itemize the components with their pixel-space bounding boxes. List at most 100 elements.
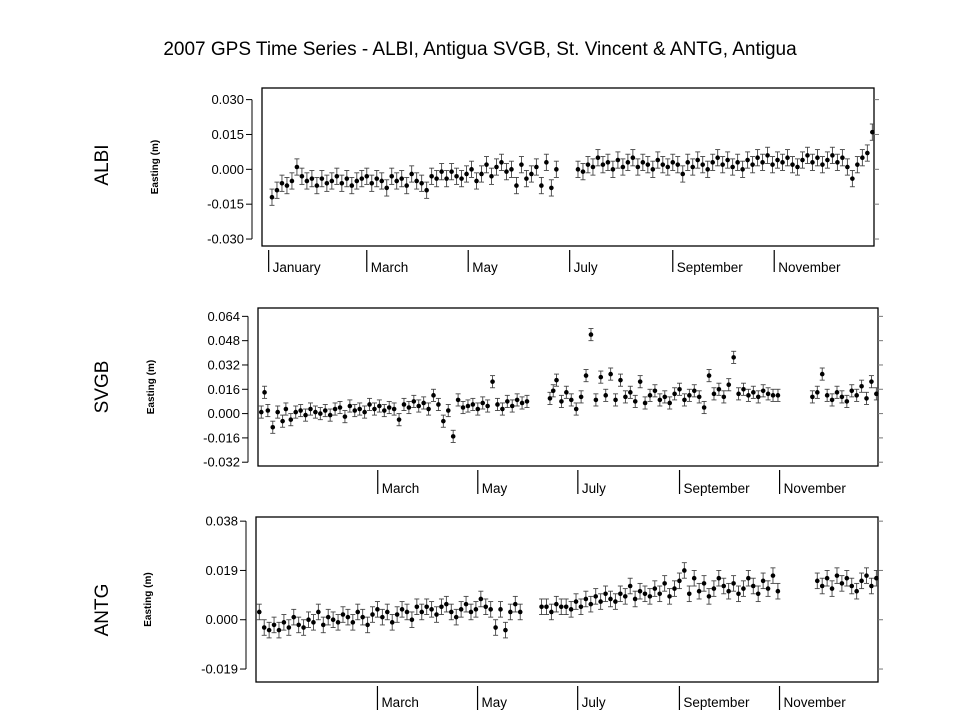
data-point (494, 164, 499, 170)
data-point (265, 408, 271, 413)
data-point (409, 617, 415, 623)
data-point (874, 391, 879, 397)
data-point (559, 399, 564, 404)
y-tick-label: 0.000 (211, 162, 244, 177)
data-point (330, 617, 336, 623)
data-point (458, 607, 464, 612)
data-point (593, 594, 599, 599)
data-point (493, 625, 498, 630)
data-point (404, 183, 409, 188)
data-point (554, 377, 559, 383)
data-point (483, 604, 489, 610)
data-point (672, 586, 677, 591)
data-point (359, 176, 365, 181)
data-point (549, 185, 554, 191)
data-point (389, 620, 395, 625)
data-point (760, 578, 766, 584)
data-point (474, 178, 479, 184)
data-point (339, 180, 345, 186)
data-point (370, 612, 375, 617)
data-point (286, 625, 292, 630)
data-point (844, 399, 850, 404)
data-point (444, 601, 449, 607)
data-point (544, 604, 549, 610)
data-point (488, 607, 493, 612)
data-point (508, 609, 513, 615)
data-point (275, 409, 280, 415)
data-point (820, 162, 825, 167)
data-point (670, 160, 676, 165)
data-point (701, 581, 707, 586)
data-point (434, 176, 439, 181)
data-point (514, 397, 520, 403)
plot-frame (257, 307, 879, 467)
data-point (473, 607, 479, 612)
data-point (554, 167, 559, 172)
data-point (625, 160, 631, 165)
data-point (563, 604, 569, 610)
data-point (721, 583, 727, 589)
data-point (660, 162, 666, 167)
data-point (690, 164, 696, 170)
month-label: September (677, 260, 744, 275)
data-point (770, 162, 775, 167)
data-point (720, 162, 725, 167)
data-point (652, 388, 658, 394)
month-label: July (582, 695, 606, 710)
data-point (291, 614, 297, 620)
data-point (665, 164, 671, 170)
data-point (399, 176, 404, 181)
data-point (855, 162, 860, 167)
data-point (580, 169, 586, 174)
data-point (349, 183, 355, 188)
data-point (414, 604, 420, 610)
y-tick-label: 0.019 (205, 563, 238, 578)
data-point (706, 594, 712, 599)
data-point (352, 408, 358, 413)
data-point (519, 162, 524, 167)
data-point (765, 391, 771, 397)
data-point (504, 169, 509, 174)
data-point (475, 406, 481, 412)
data-point (568, 607, 574, 612)
data-point (741, 386, 746, 392)
data-point (610, 167, 616, 172)
data-point (642, 400, 648, 406)
data-point (460, 405, 466, 410)
data-point (613, 397, 618, 403)
data-point (810, 160, 815, 165)
data-point (695, 157, 701, 163)
data-point (429, 607, 434, 612)
chart-panels: ALBI Easting (m) 0.030 0.015 0.000 -0.015 -0.0… (92, 87, 883, 710)
data-point (394, 612, 400, 617)
data-point (740, 167, 745, 172)
data-point (386, 405, 392, 410)
data-point (615, 157, 621, 163)
month-label: November (778, 260, 841, 275)
data-point (399, 607, 405, 612)
data-point (441, 418, 446, 424)
y-tick-label: -0.030 (207, 232, 244, 247)
data-point (696, 394, 702, 400)
data-point (372, 406, 377, 412)
data-point (464, 171, 469, 177)
data-point (534, 164, 539, 170)
data-point (620, 164, 626, 170)
data-point (635, 164, 641, 170)
data-point (280, 418, 285, 424)
data-point (329, 178, 335, 184)
data-point (463, 601, 469, 607)
data-point (603, 393, 609, 398)
data-point (730, 164, 735, 170)
month-label: May (472, 260, 498, 275)
data-point (721, 394, 727, 400)
data-point (647, 594, 653, 599)
data-point (590, 164, 596, 170)
data-point (274, 187, 280, 193)
data-point (736, 391, 741, 397)
data-point (657, 591, 663, 597)
y-axis-label: Easting (m) (146, 360, 157, 414)
data-point (539, 183, 544, 188)
month-label: March (371, 260, 409, 275)
data-point (374, 176, 380, 181)
